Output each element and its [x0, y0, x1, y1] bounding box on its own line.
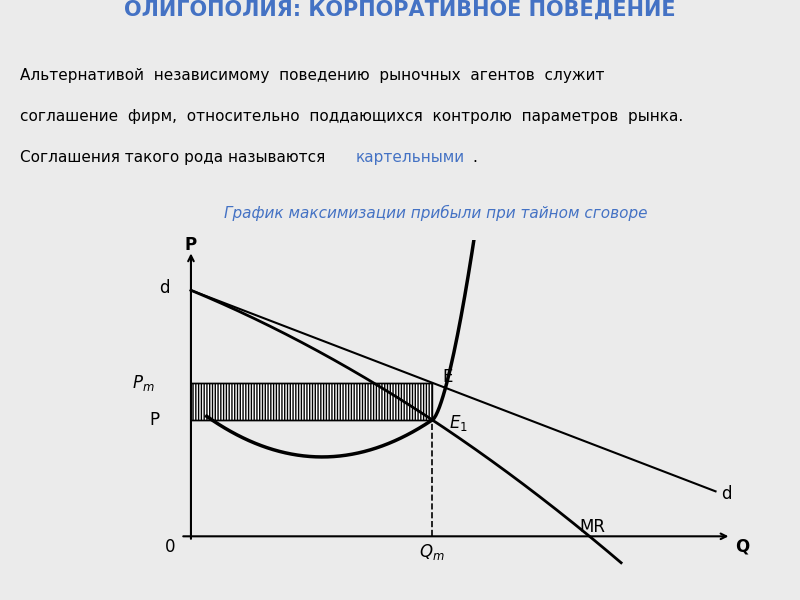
- Text: 0: 0: [165, 538, 175, 556]
- Text: MR: MR: [579, 518, 605, 536]
- Text: d: d: [159, 278, 170, 296]
- Text: картельными: картельными: [356, 151, 465, 166]
- Text: .: .: [473, 151, 478, 166]
- Text: $Q_m$: $Q_m$: [419, 542, 445, 562]
- Text: P: P: [149, 411, 159, 429]
- Text: d: d: [721, 485, 731, 503]
- Bar: [191, 383, 432, 420]
- Text: $E_1$: $E_1$: [449, 413, 468, 433]
- Text: P: P: [185, 236, 197, 254]
- Text: График максимизации прибыли при тайном сговоре: График максимизации прибыли при тайном с…: [224, 205, 647, 221]
- Text: Альтернативой  независимому  поведению  рыночных  агентов  служит: Альтернативой независимому поведению рын…: [20, 68, 605, 83]
- Text: соглашение  фирм,  относительно  поддающихся  контролю  параметров  рынка.: соглашение фирм, относительно поддающихс…: [20, 109, 683, 124]
- Text: $P_m$: $P_m$: [133, 373, 155, 393]
- Text: Соглашения такого рода называются: Соглашения такого рода называются: [20, 151, 330, 166]
- Text: E: E: [443, 368, 453, 386]
- Text: ОЛИГОПОЛИЯ: КОРПОРАТИВНОЕ ПОВЕДЕНИЕ: ОЛИГОПОЛИЯ: КОРПОРАТИВНОЕ ПОВЕДЕНИЕ: [124, 0, 676, 20]
- Text: Q: Q: [734, 538, 749, 556]
